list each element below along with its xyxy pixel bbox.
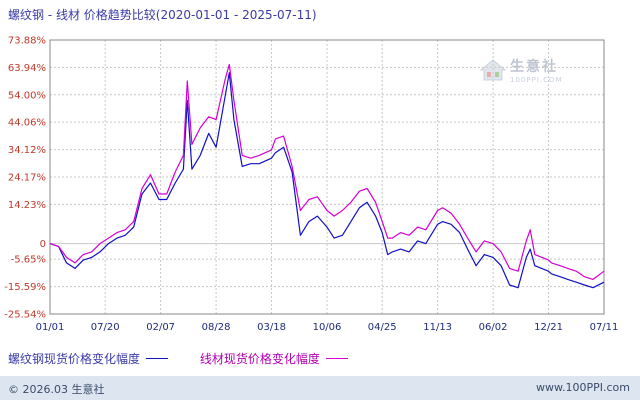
y-tick-label: -5.65%	[11, 255, 46, 266]
x-tick-label: 11/13	[423, 322, 452, 333]
series-line-rebar	[49, 72, 605, 289]
y-tick-label: 54.00%	[8, 90, 46, 101]
legend-swatch-wire-rod	[325, 358, 348, 359]
x-tick-label: 10/06	[313, 322, 342, 333]
chart-title: 螺纹钢 - 线材 价格趋势比较(2020-01-01 - 2025-07-11)	[8, 8, 317, 22]
watermark-url: 100PPI.COM	[510, 76, 563, 84]
y-tick-label: 63.94%	[8, 63, 46, 74]
footer-copyright: © 2026.03 生意社	[8, 383, 105, 396]
x-tick-label: 01/01	[36, 322, 65, 333]
x-tick-label: 04/25	[368, 322, 397, 333]
y-axis-ticks: 73.88% 63.94% 54.00% 44.06% 34.12% 24.17% 14.2…	[4, 36, 46, 321]
y-tick-label: 73.88%	[8, 36, 46, 47]
legend-swatch-rebar	[146, 358, 169, 359]
y-tick-label: -15.59%	[4, 282, 46, 293]
x-tick-label: 06/02	[479, 322, 508, 333]
legend-label-rebar: 螺纹钢现货价格变化幅度	[8, 352, 141, 366]
y-tick-label: 44.06%	[8, 118, 46, 129]
y-tick-label: 0	[40, 239, 46, 250]
footer-website-link[interactable]: www.100PPI.com	[536, 381, 630, 394]
x-axis-ticks: 01/01 07/20 02/07 08/28 03/18 10/06 04/25 11/13…	[36, 322, 619, 333]
x-tick-label: 07/20	[91, 322, 120, 333]
y-tick-label: 34.12%	[8, 145, 46, 156]
x-tick-label: 08/28	[202, 322, 231, 333]
footer-bar: © 2026.03 生意社 www.100PPI.com	[0, 376, 640, 400]
watermark-logo: 生意社 100PPI.COM	[480, 56, 563, 84]
y-tick-label: 24.17%	[8, 173, 46, 184]
x-tick-label: 02/07	[146, 322, 175, 333]
x-tick-label: 07/11	[590, 322, 619, 333]
y-tick-label: 14.23%	[8, 200, 46, 211]
plot-frame	[49, 39, 605, 315]
legend: 螺纹钢现货价格变化幅度 线材现货价格变化幅度	[8, 350, 376, 367]
x-tick-label: 03/18	[257, 322, 286, 333]
y-tick-label: -25.54%	[4, 310, 46, 321]
series-line-wire-rod	[49, 63, 605, 280]
legend-item-wire-rod: 线材现货价格变化幅度	[200, 350, 348, 367]
watermark-text: 生意社	[510, 59, 558, 75]
legend-item-rebar: 螺纹钢现货价格变化幅度	[8, 350, 169, 367]
legend-label-wire-rod: 线材现货价格变化幅度	[199, 352, 320, 366]
grid-layer	[49, 39, 605, 315]
series-layer	[49, 63, 605, 289]
x-tick-label: 12/21	[534, 322, 563, 333]
